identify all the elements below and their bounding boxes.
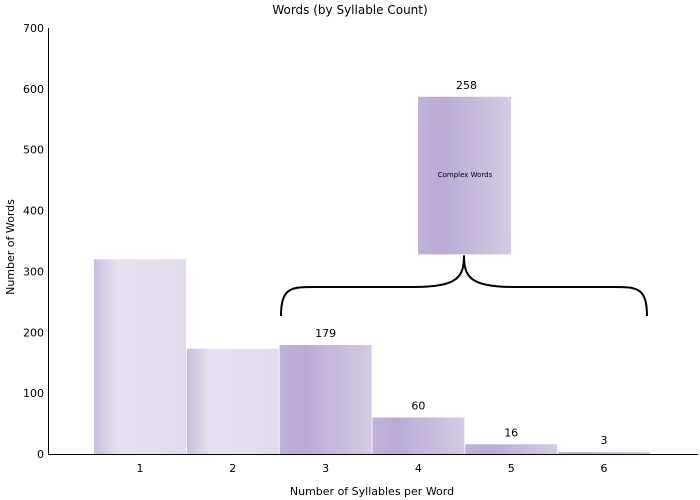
y-tick-label-300: 300 (23, 265, 44, 278)
x-tick-label-4: 4 (415, 462, 422, 475)
data-label-4: 60 (411, 399, 425, 412)
bar-5 (465, 444, 558, 454)
x-ticks: 1 2 3 4 5 6 (137, 462, 608, 475)
callout-brace (280, 255, 648, 317)
bars (94, 259, 650, 454)
bar-4 (372, 417, 465, 454)
y-tick-label-200: 200 (23, 326, 44, 339)
bar-6 (558, 452, 650, 454)
y-tick-label-700: 700 (23, 22, 44, 35)
data-labels: 179 60 16 3 (315, 327, 607, 447)
x-tick-label-2: 2 (229, 462, 236, 475)
data-label-6: 3 (601, 434, 608, 447)
callout-value-label: 258 (456, 79, 477, 92)
callout-bar (418, 96, 511, 255)
x-tick-label-3: 3 (322, 462, 329, 475)
x-tick-label-1: 1 (137, 462, 144, 475)
bar-2 (186, 348, 279, 454)
data-label-5: 16 (504, 426, 518, 439)
data-label-3: 179 (315, 327, 336, 340)
y-tick-label-400: 400 (23, 205, 44, 218)
x-axis-label: Number of Syllables per Word (290, 485, 454, 498)
y-tick-label-500: 500 (23, 144, 44, 157)
y-tick-label-100: 100 (23, 387, 44, 400)
y-ticks: 0 100 200 300 400 500 600 700 (23, 22, 44, 461)
y-tick-label-600: 600 (23, 83, 44, 96)
chart-title: Words (by Syllable Count) (272, 3, 427, 17)
complex-words-callout: Complex Words 258 (280, 79, 648, 317)
x-tick-label-6: 6 (601, 462, 608, 475)
x-tick-label-5: 5 (508, 462, 515, 475)
y-axis-label: Number of Words (4, 199, 17, 295)
bar-1 (94, 259, 186, 454)
callout-bar-label: Complex Words (438, 171, 493, 179)
bar-3 (279, 345, 372, 454)
y-tick-label-0: 0 (37, 448, 44, 461)
